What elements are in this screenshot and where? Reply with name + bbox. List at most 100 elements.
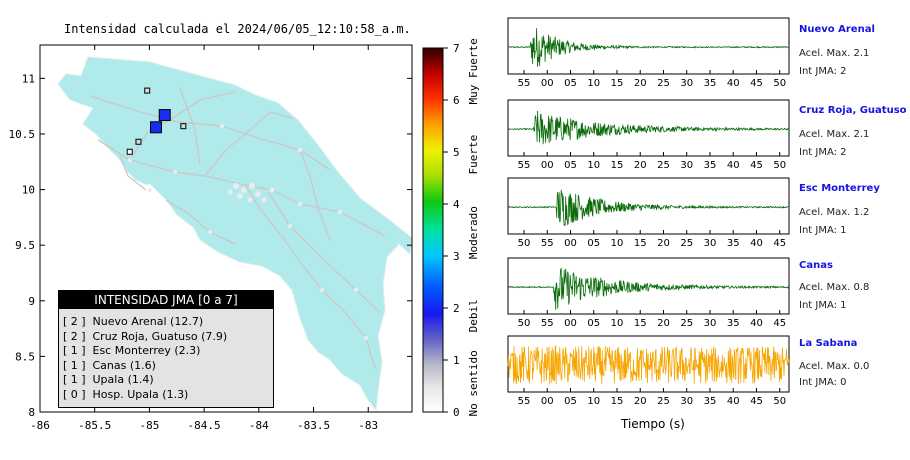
station-accel: Acel. Max. 0.8 — [799, 282, 870, 293]
waveform-tick-label: 40 — [750, 238, 763, 249]
waveform-tick-label: 25 — [680, 318, 693, 329]
map-x-tick-label: -83 — [358, 419, 378, 432]
map-y-tick-label: 11 — [22, 72, 35, 85]
waveform-tick-label: 55 — [541, 318, 554, 329]
map-y-tick-label: 9 — [28, 295, 35, 308]
waveform-tick-label: 35 — [704, 396, 717, 407]
waveform-tick-label: 55 — [518, 160, 531, 171]
station-markers — [126, 87, 187, 155]
waveform-tick-label: 55 — [518, 78, 531, 89]
waveform-trace — [507, 344, 790, 385]
station-accel: Acel. Max. 0.0 — [799, 361, 870, 372]
colorbar-gradient — [422, 47, 444, 413]
waveform-panel: 50 55 00 05 10 15 20 25 30 35 40 45 — [507, 177, 790, 249]
waveform-tick-label: 55 — [518, 396, 531, 407]
colorbar: 7 6 5 4 3 2 1 0 Muy Fuerte Fuerte Moderado Debil No … — [422, 38, 480, 419]
waveform-trace — [507, 189, 790, 227]
colorbar-label: Muy Fuerte — [467, 38, 480, 104]
station-intensity: Int JMA: 1 — [799, 300, 847, 311]
waveform-tick-label: 30 — [704, 238, 717, 249]
waveform-tick-label: 05 — [587, 238, 600, 249]
waveform-tick-label: 05 — [564, 78, 577, 89]
waveform-tick-label: 50 — [773, 160, 786, 171]
legend-item: [ 0 ] Hosp. Upala (1.3) — [63, 387, 189, 401]
colorbar-tick-label: 2 — [453, 302, 460, 315]
map-x-tick-label: -85 — [139, 419, 159, 432]
waveform-tick-label: 15 — [611, 396, 624, 407]
waveform-tick-label: 05 — [564, 396, 577, 407]
waveform-tick-label: 30 — [680, 160, 693, 171]
waveform-tick-label: 45 — [773, 238, 786, 249]
station-name: Canas — [799, 260, 833, 271]
colorbar-tick-label: 1 — [453, 354, 460, 367]
station-intensity: Int JMA: 2 — [799, 66, 847, 77]
waveform-tick-label: 15 — [634, 318, 647, 329]
waveform-panel: 55 00 05 10 15 20 25 30 35 40 45 50 — [507, 99, 790, 171]
waveform-trace — [507, 28, 789, 67]
waveform-panel: 55 00 05 10 15 20 25 30 35 40 45 50 — [507, 335, 790, 407]
station-name: Esc Monterrey — [799, 183, 880, 194]
waveform-trace — [508, 267, 790, 310]
waveform-tick-label: 40 — [727, 78, 740, 89]
waveform-tick-label: 35 — [704, 160, 717, 171]
waveform-tick-label: 50 — [773, 78, 786, 89]
waveform-tick-label: 05 — [564, 160, 577, 171]
waveform-tick-label: 00 — [541, 78, 554, 89]
waveform-frame — [507, 99, 790, 157]
costa-rica-landmass — [57, 56, 412, 412]
waveform-tick-label: 00 — [564, 238, 577, 249]
nicoya-gulf-water — [120, 184, 176, 222]
map-x-tick-label: -83.5 — [297, 419, 330, 432]
map-y-tick-label: 8.5 — [15, 350, 35, 363]
station-marker — [149, 121, 162, 134]
station-name: Nuevo Arenal — [799, 24, 875, 35]
station-intensity: Int JMA: 2 — [799, 147, 847, 158]
waveform-tick-label: 30 — [680, 78, 693, 89]
map-title: Intensidad calculada el 2024/06/05_12:10… — [64, 22, 411, 36]
colorbar-tick-label: 0 — [453, 406, 460, 419]
map-y-tick-label: 8 — [28, 406, 35, 419]
waveform-tick-label: 15 — [634, 238, 647, 249]
waveform-tick-label: 10 — [587, 396, 600, 407]
colorbar-label: No sentido — [467, 350, 480, 416]
waveform-tick-label: 45 — [750, 160, 763, 171]
waveform-tick-label: 10 — [611, 318, 624, 329]
waveform-tick-label: 00 — [541, 396, 554, 407]
waveform-tick-label: 20 — [657, 238, 670, 249]
x-axis-label: Tiempo (s) — [621, 417, 685, 431]
waveform-tick-label: 40 — [750, 318, 763, 329]
map-y-tick-label: 10.5 — [9, 128, 36, 141]
station-marker — [135, 138, 142, 145]
legend-item: [ 1 ] Upala (1.4) — [63, 373, 154, 387]
legend-item: [ 1 ] Esc Monterrey (2.3) — [63, 344, 201, 358]
map-x-tick-label: -85.5 — [78, 419, 111, 432]
waveform-tick-label: 00 — [541, 160, 554, 171]
waveform-tick-label: 10 — [611, 238, 624, 249]
waveform-tick-label: 40 — [727, 160, 740, 171]
waveform-tick-label: 50 — [518, 238, 531, 249]
station-accel: Acel. Max. 2.1 — [799, 48, 870, 59]
waveform-tick-label: 20 — [634, 78, 647, 89]
station-name: La Sabana — [799, 338, 858, 349]
colorbar-label: Fuerte — [467, 135, 480, 175]
waveform-tick-label: 15 — [611, 78, 624, 89]
waveform-tick-label: 10 — [587, 78, 600, 89]
station-marker — [180, 123, 187, 130]
colorbar-label: Moderado — [467, 206, 480, 259]
station-marker — [126, 148, 133, 155]
waveform-tick-label: 15 — [611, 160, 624, 171]
map-frame — [39, 44, 413, 413]
map-y-tick-label: 10 — [22, 184, 35, 197]
waveform-tick-label: 40 — [727, 396, 740, 407]
waveform-tick-label: 25 — [657, 160, 670, 171]
station-intensity: Int JMA: 1 — [799, 225, 847, 236]
waveform-tick-label: 45 — [750, 78, 763, 89]
colorbar-label: Debil — [467, 299, 480, 332]
map-x-tick-label: -84.5 — [188, 419, 221, 432]
colorbar-tick-label: 7 — [453, 42, 460, 55]
colorbar-tick-label: 6 — [453, 94, 460, 107]
waveform-tick-label: 45 — [773, 318, 786, 329]
colorbar-tick-label: 5 — [453, 146, 460, 159]
station-name: Cruz Roja, Guatuso — [799, 105, 907, 116]
